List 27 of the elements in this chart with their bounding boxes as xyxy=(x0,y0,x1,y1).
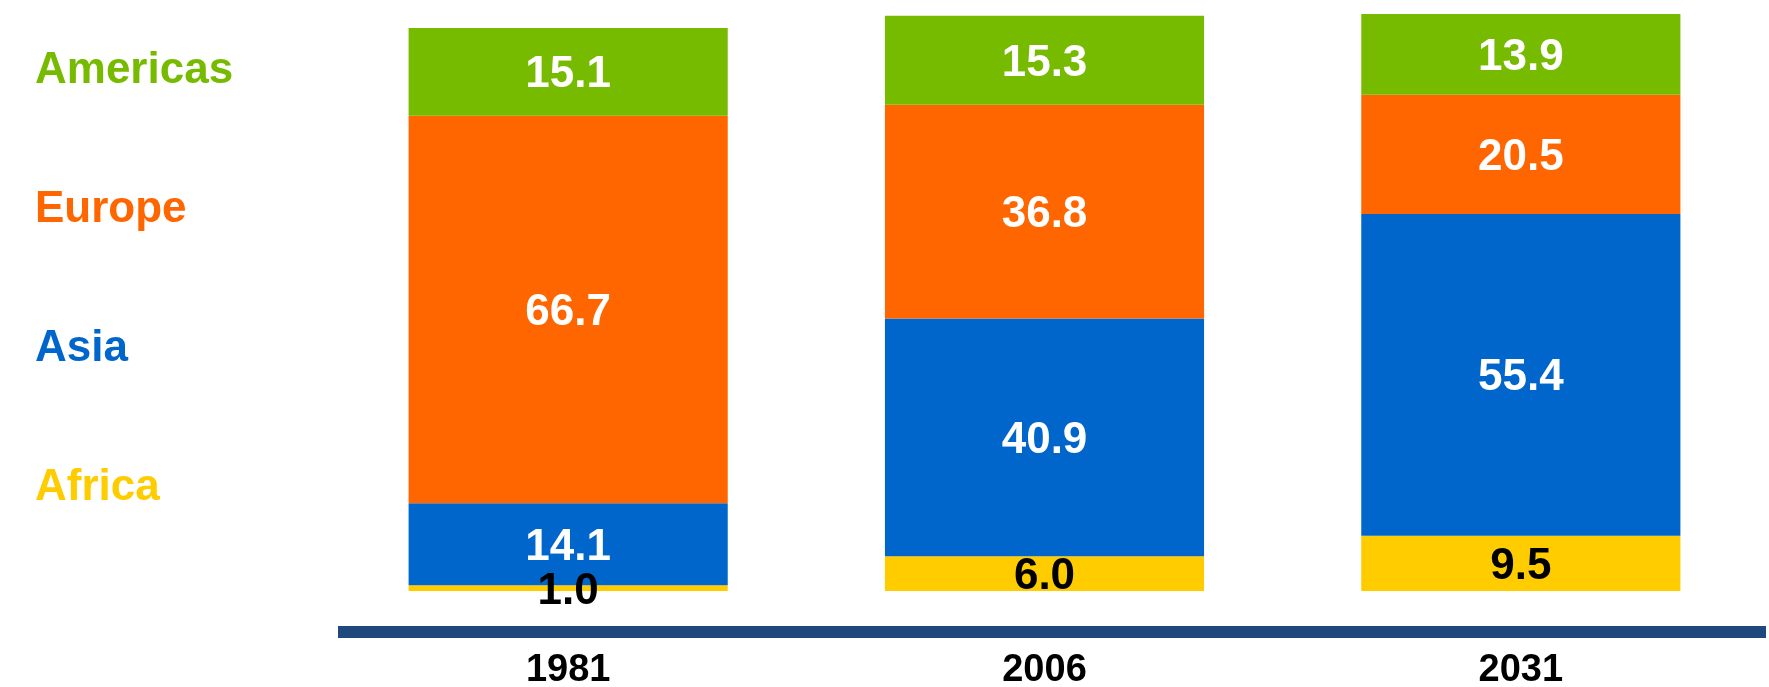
bar xyxy=(408,28,728,116)
text: Europe xyxy=(35,181,187,231)
bar xyxy=(1361,94,1681,214)
data-label: 36.8 xyxy=(1001,187,1088,237)
bar xyxy=(884,556,1205,591)
data-label: 9.5 xyxy=(1490,538,1552,588)
data-label: 20.5 xyxy=(1478,129,1564,179)
bar xyxy=(884,104,1205,319)
text: Asia xyxy=(35,320,129,370)
x-tick-label: 2031 xyxy=(1478,647,1564,687)
data-label: 15.1 xyxy=(525,47,611,97)
bar xyxy=(1361,14,1681,95)
data-label: 13.9 xyxy=(1478,29,1564,79)
x-tick-label: 2006 xyxy=(1002,647,1087,687)
bar xyxy=(884,318,1205,557)
data-label: 6.0 xyxy=(1013,549,1076,599)
data-label: 40.9 xyxy=(1001,412,1088,462)
data-label: 66.7 xyxy=(525,285,611,335)
bar xyxy=(408,115,728,504)
data-label: 55.4 xyxy=(1478,350,1565,400)
x-tick-label: 1981 xyxy=(525,647,611,687)
bar xyxy=(1361,213,1681,536)
bar xyxy=(884,15,1205,105)
text: Africa xyxy=(35,459,161,509)
text: Americas xyxy=(35,42,234,92)
data-label: 15.3 xyxy=(1001,35,1088,85)
bar xyxy=(1361,535,1681,591)
